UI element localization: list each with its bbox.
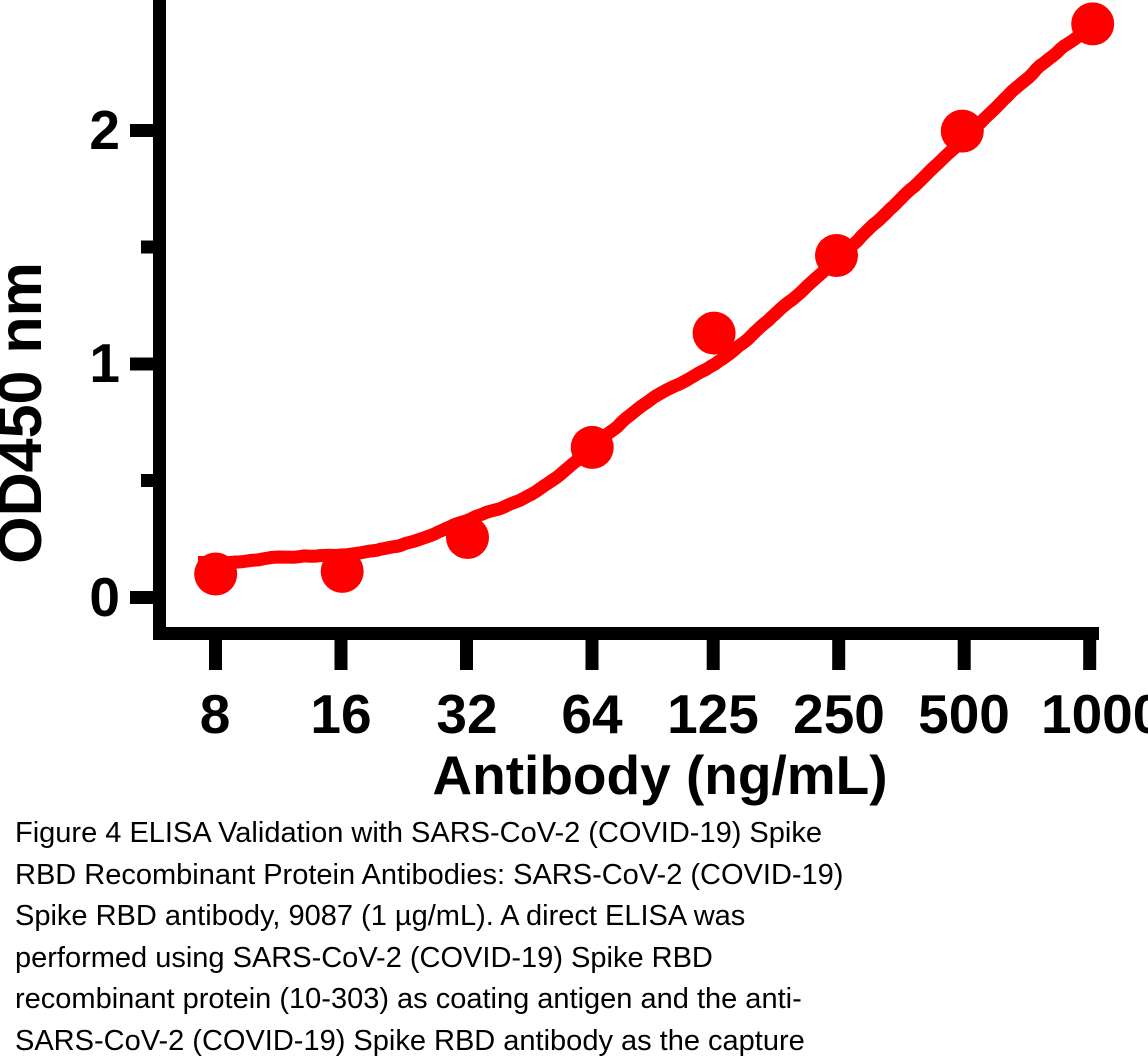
svg-text:64: 64: [561, 683, 623, 745]
svg-text:2: 2: [89, 99, 120, 161]
svg-text:OD450 nm: OD450 nm: [0, 262, 54, 564]
svg-text:1: 1: [89, 332, 120, 394]
svg-text:8: 8: [200, 683, 231, 745]
svg-text:250: 250: [793, 683, 885, 745]
svg-text:Antibody (ng/mL): Antibody (ng/mL): [432, 744, 887, 806]
svg-text:1000: 1000: [1041, 683, 1148, 745]
svg-text:0: 0: [89, 566, 120, 628]
svg-text:500: 500: [918, 683, 1010, 745]
svg-text:32: 32: [436, 683, 497, 745]
svg-text:16: 16: [310, 683, 371, 745]
svg-text:125: 125: [667, 683, 759, 745]
